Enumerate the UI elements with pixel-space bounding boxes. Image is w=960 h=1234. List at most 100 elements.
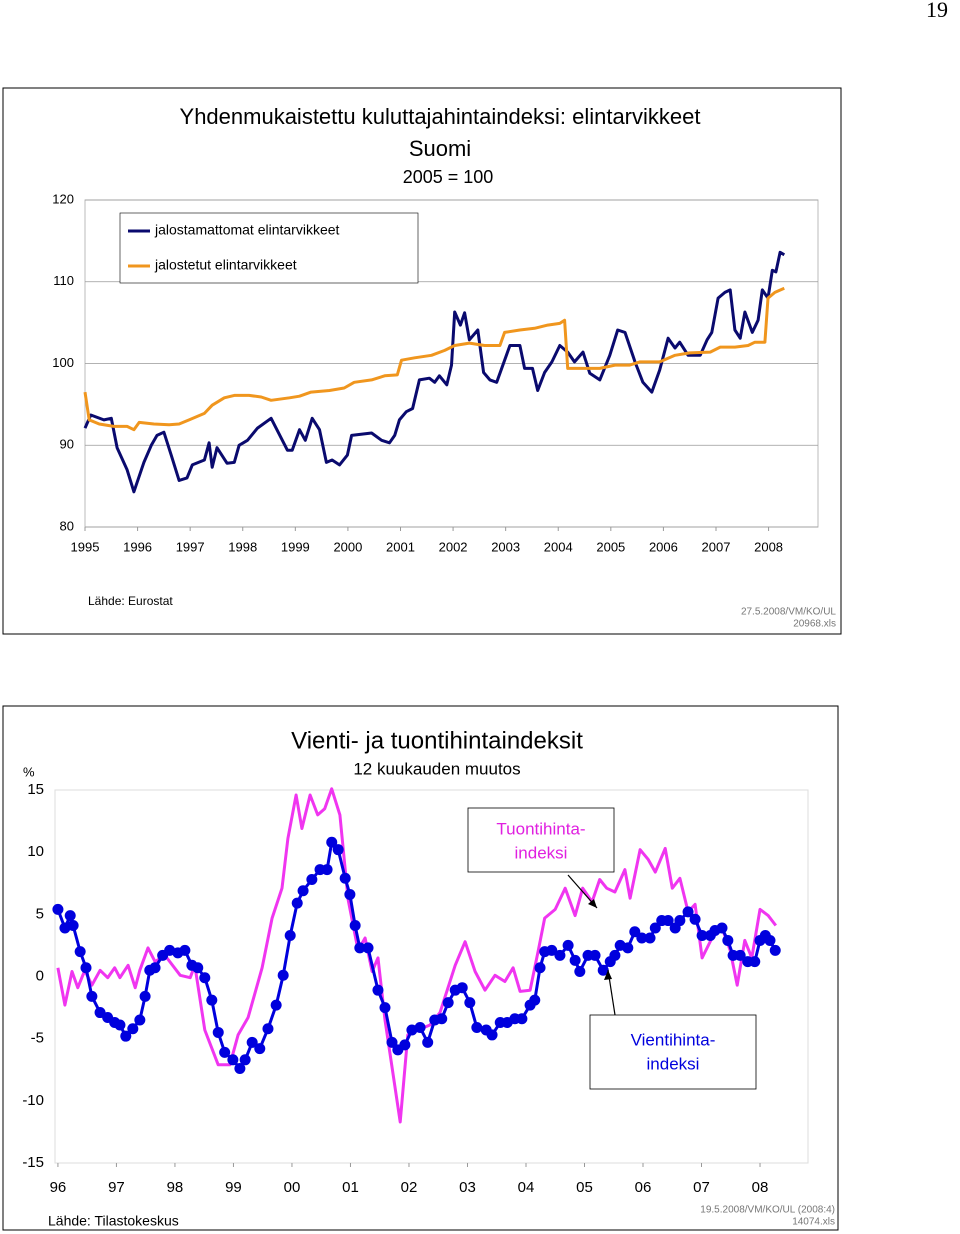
series-marker (442, 997, 454, 1009)
series-marker (67, 920, 79, 932)
series-marker (179, 944, 191, 956)
series-marker (414, 1021, 426, 1033)
legend-label: jalostamattomat elintarvikkeet (154, 222, 340, 238)
source: Lähde: Tilastokeskus (48, 1213, 179, 1229)
arrow-head (604, 970, 612, 980)
series-marker (734, 949, 746, 961)
x-tick-label: 1997 (176, 539, 205, 554)
x-tick-label: 2004 (544, 539, 573, 554)
annotation-box (467, 807, 615, 873)
series-line (83, 250, 786, 494)
series-marker (682, 906, 694, 918)
series-marker (80, 962, 92, 974)
x-tick-label: 2007 (702, 539, 731, 554)
series-marker (114, 1019, 126, 1031)
series-marker (127, 1023, 139, 1035)
x-tick-label: 2008 (754, 539, 783, 554)
series-marker (597, 964, 609, 976)
series-marker (239, 1054, 251, 1066)
series-marker (64, 910, 76, 922)
series-marker (52, 903, 64, 915)
x-tick-label: 2002 (439, 539, 468, 554)
annotation-text: indeksi (647, 1054, 700, 1073)
y-tick-label: 110 (53, 273, 74, 288)
chart-subtitle: 12 kuukauden muutos (353, 759, 520, 778)
y-tick-label: 120 (52, 191, 74, 206)
y-axis-label: % (23, 764, 35, 779)
series-marker (636, 932, 648, 944)
page-number: 19 (926, 0, 948, 22)
annotation-box (589, 1014, 757, 1090)
x-tick-label: 99 (225, 1179, 242, 1196)
series-marker (629, 926, 641, 938)
series-marker (332, 844, 344, 856)
series-marker (436, 1013, 448, 1025)
series-marker (362, 942, 374, 954)
series-marker (716, 922, 728, 934)
series-marker (464, 997, 476, 1009)
file-note: 20968.xls (793, 619, 836, 630)
x-tick-label: 01 (342, 1179, 359, 1196)
x-tick-label: 2001 (386, 539, 415, 554)
x-tick-label: 2003 (491, 539, 520, 554)
x-tick-label: 2005 (596, 539, 625, 554)
chart-title: Vienti- ja tuontihintaindeksit (291, 727, 583, 754)
series-marker (689, 913, 701, 925)
x-tick-label: 2000 (333, 539, 362, 554)
plot-layer (52, 787, 781, 1124)
series-marker (227, 1054, 239, 1066)
y-tick-label: 0 (36, 967, 44, 984)
x-tick-label: 1996 (123, 539, 152, 554)
series-marker (326, 836, 338, 848)
series-marker (764, 934, 776, 946)
series-marker (696, 929, 708, 941)
source: Lähde: Eurostat (88, 594, 173, 608)
series-marker (246, 1036, 258, 1048)
x-tick-label: 98 (167, 1179, 184, 1196)
x-tick-label: 08 (752, 1179, 769, 1196)
series-marker (254, 1043, 266, 1055)
series-marker (386, 1036, 398, 1048)
series-marker (74, 946, 86, 958)
x-tick-label: 02 (401, 1179, 418, 1196)
chart-title: Yhdenmukaistettu kuluttajahintaindeksi: … (180, 104, 701, 129)
file-note: 14074.xls (792, 1217, 835, 1228)
y-tick-label: 10 (27, 843, 44, 860)
series-marker (574, 966, 586, 978)
y-tick-label: 5 (36, 905, 44, 922)
x-tick-label: 05 (576, 1179, 593, 1196)
plot-layer (83, 250, 786, 494)
series-marker (422, 1036, 434, 1048)
file-note: 27.5.2008/VM/KO/UL (741, 607, 836, 618)
x-tick-label: 03 (459, 1179, 476, 1196)
annotation-text: Vientihinta- (631, 1030, 716, 1049)
series-marker (769, 944, 781, 956)
series-marker (546, 944, 558, 956)
series-marker (134, 1014, 146, 1026)
series-marker (722, 934, 734, 946)
series-line (83, 286, 785, 432)
series-marker (344, 888, 356, 900)
chart-title: Suomi (409, 136, 471, 161)
series-marker (569, 954, 581, 966)
x-tick-label: 1998 (228, 539, 257, 554)
series-marker (354, 942, 366, 954)
series-marker (516, 1013, 528, 1025)
y-tick-label: -5 (31, 1030, 44, 1047)
series-marker (399, 1039, 411, 1051)
annotation-text: indeksi (515, 843, 568, 862)
series-marker (471, 1021, 483, 1033)
series-marker (749, 956, 761, 968)
series-marker (277, 969, 289, 981)
y-tick-label: 100 (52, 355, 74, 370)
series-marker (321, 864, 333, 876)
series-marker (149, 962, 161, 974)
x-tick-label: 07 (693, 1179, 710, 1196)
series-marker (609, 949, 621, 961)
y-tick-label: 15 (27, 781, 44, 798)
series-marker (291, 897, 303, 909)
y-tick-label: 80 (60, 518, 74, 533)
series-marker (139, 990, 151, 1002)
series-marker (199, 972, 211, 984)
series-marker (212, 1026, 224, 1038)
